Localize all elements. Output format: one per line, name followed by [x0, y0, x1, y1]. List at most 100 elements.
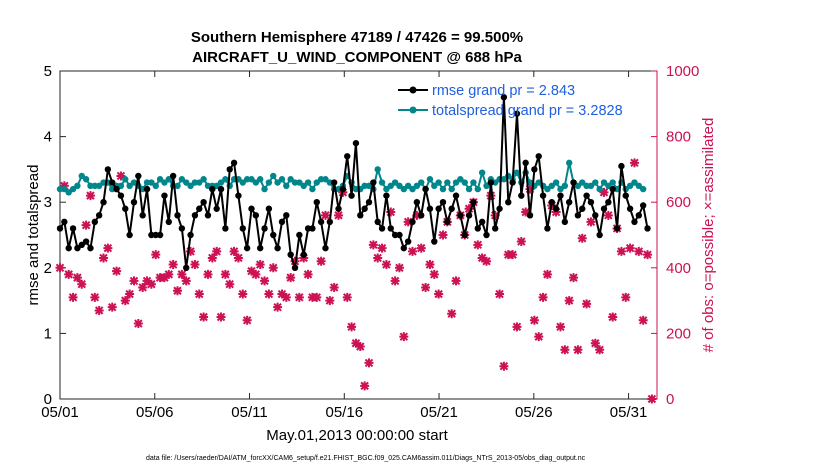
y-left-tick-label: 1 — [44, 325, 52, 342]
rmse-point — [492, 225, 499, 232]
totalspread-point — [152, 182, 159, 189]
rmse-point — [178, 225, 186, 232]
totalspread-point — [557, 185, 564, 193]
totalspread-point — [544, 185, 551, 193]
obs-assimilated-marker — [299, 253, 309, 263]
totalspread-point — [126, 182, 133, 189]
obs-assimilated-marker — [320, 210, 330, 220]
totalspread-point — [513, 169, 521, 176]
y-left-tick-label: 5 — [44, 63, 52, 80]
totalspread-point — [552, 179, 560, 186]
totalspread-point — [535, 179, 542, 186]
totalspread-point — [78, 172, 85, 180]
obs-assimilated-marker — [464, 204, 474, 214]
x-axis-ticks: 05/01 05/06 05/11 05/16 05/21 05/26 05/31 — [41, 71, 647, 421]
rmse-point — [165, 218, 173, 226]
rmse-point — [400, 244, 408, 252]
legend-spread-marker — [409, 106, 417, 114]
obs-assimilated-marker — [525, 184, 535, 194]
rmse-point — [91, 218, 99, 226]
obs-assimilated-marker — [68, 292, 78, 302]
obs-assimilated-marker — [534, 332, 544, 342]
obs-assimilated-marker — [390, 276, 400, 286]
obs-assimilated-marker — [233, 253, 243, 263]
obs-assimilated-marker — [477, 253, 487, 263]
rmse-point — [300, 251, 307, 258]
rmse-point — [230, 159, 238, 167]
totalspread-point — [187, 182, 194, 189]
rmse-point — [187, 231, 194, 239]
totalspread-point — [439, 185, 447, 193]
obs-assimilated-marker — [103, 243, 113, 253]
y-right-tick-label: 1000 — [666, 63, 699, 80]
rmse-point — [418, 212, 425, 219]
obs-assimilated-marker — [399, 332, 409, 342]
totalspread-point — [313, 179, 320, 186]
obs-assimilated-marker — [112, 266, 122, 276]
totalspread-point — [409, 185, 416, 193]
obs-assimilated-marker — [508, 250, 518, 260]
obs-assimilated-marker — [273, 302, 283, 312]
rmse-point — [69, 225, 77, 232]
rmse-point — [109, 179, 116, 186]
rmse-point — [130, 199, 138, 206]
totalspread-point — [309, 185, 316, 193]
obs-assimilated-marker — [194, 289, 204, 299]
obs-assimilated-marker — [416, 243, 426, 253]
obs-assimilated-marker — [181, 276, 191, 286]
totalspread-point — [61, 185, 68, 193]
obs-assimilated-marker — [595, 345, 605, 355]
totalspread-point — [579, 179, 586, 186]
obs-assimilated-marker — [373, 253, 383, 263]
rmse-point — [596, 231, 603, 239]
obs-assimilated-marker — [229, 246, 239, 256]
rmse-point — [470, 199, 477, 206]
obs-assimilated-marker — [303, 269, 313, 279]
y-right-tick-label: 600 — [666, 194, 691, 211]
rmse-point — [169, 172, 177, 180]
totalspread-point — [626, 182, 634, 189]
rmse-point — [474, 225, 481, 232]
rmse-point — [383, 192, 390, 199]
obs-assimilated-marker — [643, 250, 653, 260]
rmse-point — [204, 212, 212, 219]
obs-assimilated-marker — [564, 296, 574, 306]
rmse-point — [544, 225, 551, 232]
obs-assimilated-marker — [72, 273, 82, 283]
rmse-point — [579, 205, 586, 212]
rmse-point — [478, 218, 486, 226]
rmse-point — [435, 205, 442, 212]
obs-assimilated-marker — [412, 210, 422, 220]
rmse-point — [465, 212, 473, 219]
totalspread-point — [278, 176, 286, 183]
data-file-footnote: data file: /Users/raeder/DAI/ATM_forcXX/… — [146, 455, 586, 462]
obs-assimilated-marker — [394, 263, 404, 273]
obs-assimilated-marker — [55, 263, 65, 273]
y-right-tick-label: 400 — [666, 260, 691, 277]
obs-assimilated-marker — [186, 246, 196, 256]
totalspread-point — [391, 179, 399, 186]
rmse-point — [387, 225, 394, 232]
obs-assimilated-marker — [146, 279, 156, 289]
obs-assimilated-marker — [429, 269, 439, 279]
x-tick-label: 05/01 — [41, 404, 79, 421]
rmse-point — [357, 212, 364, 219]
obs-assimilated-marker — [516, 237, 526, 247]
rmse-point — [274, 244, 281, 252]
rmse-point — [531, 166, 538, 173]
rmse-point — [583, 192, 590, 199]
rmse-point — [457, 212, 464, 219]
rmse-point — [196, 205, 203, 212]
totalspread-point — [222, 176, 229, 183]
rmse-point — [213, 205, 220, 212]
totalspread-point — [161, 179, 168, 186]
rmse-point — [235, 192, 242, 199]
rmse-point — [309, 225, 316, 232]
obs-assimilated-marker — [590, 338, 600, 348]
totalspread-point — [261, 185, 268, 193]
totalspread-point — [561, 182, 569, 189]
totalspread-point — [82, 176, 90, 183]
rmse-point — [526, 212, 534, 219]
obs-assimilated-marker — [542, 269, 552, 279]
totalspread-point — [483, 182, 490, 189]
